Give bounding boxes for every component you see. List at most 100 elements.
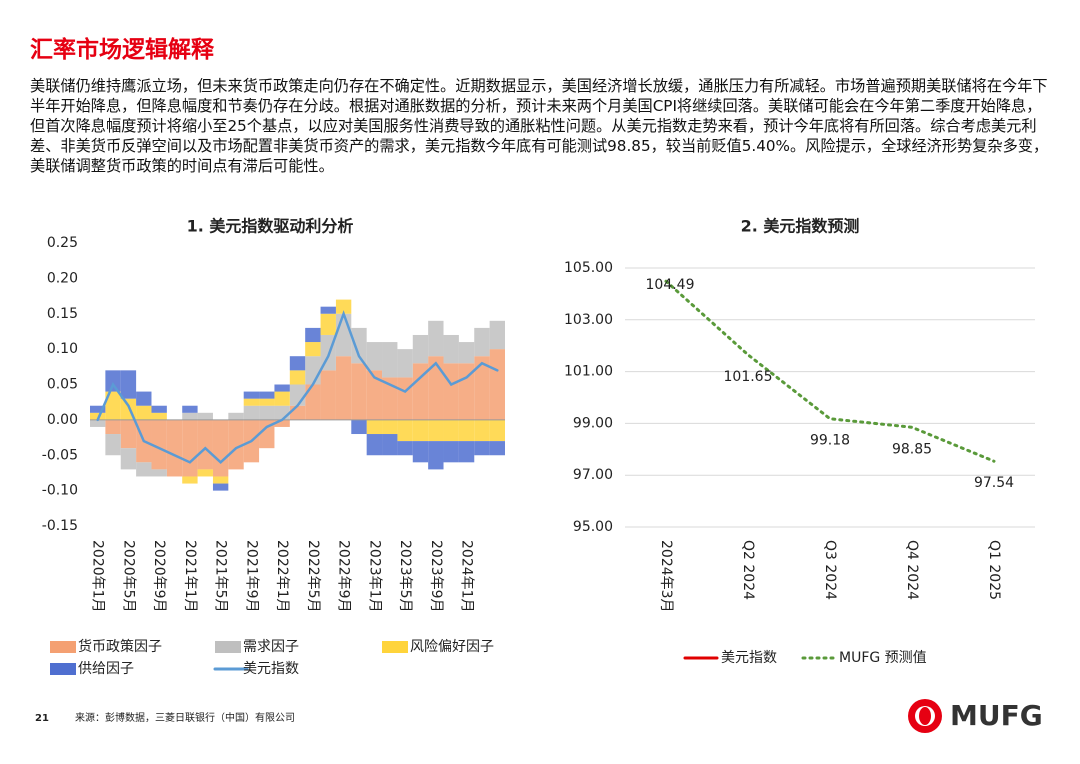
x-tick-label: 2023年5月 <box>397 540 413 613</box>
bar-segment <box>412 419 429 442</box>
bar-segment <box>412 441 429 463</box>
bar-segment <box>289 356 306 371</box>
bar-segment <box>105 391 121 420</box>
bar-segment <box>366 434 383 456</box>
bar-segment <box>305 342 321 357</box>
data-label: 101.65 <box>724 369 773 385</box>
legend-label: 美元指数 <box>243 661 299 677</box>
bar-segment <box>136 391 152 406</box>
bar-segment <box>90 412 106 420</box>
bar-segment <box>151 419 167 470</box>
x-tick-label: 2020年1月 <box>90 540 106 613</box>
y-tick-label: 0.00 <box>47 412 78 428</box>
bar-segment <box>90 419 106 427</box>
series-line <box>96 310 499 465</box>
series-line <box>664 279 996 463</box>
bar-segment <box>274 391 290 406</box>
bar-segment <box>105 434 121 456</box>
bar-segment <box>489 441 505 456</box>
bar-segment <box>120 370 137 399</box>
x-tick-label: 2022年5月 <box>305 540 321 613</box>
legend-swatch <box>382 641 408 653</box>
bar-segment <box>412 334 429 364</box>
bar-segment <box>382 434 398 456</box>
bar-segment <box>151 405 167 413</box>
x-tick-label: 2021年5月 <box>213 540 229 613</box>
x-tick-label: 2020年9月 <box>151 540 167 613</box>
legend-label: 风险偏好因子 <box>410 639 494 655</box>
bar-segment <box>351 363 367 420</box>
y-tick-label: -0.10 <box>42 483 78 499</box>
bar-segment <box>120 448 137 470</box>
bar-segment <box>351 327 367 364</box>
bar-segment <box>243 391 260 399</box>
bar-segment <box>182 476 198 484</box>
logo-mark <box>919 707 931 725</box>
bar-segment <box>228 419 244 470</box>
x-tick-label: 2020年5月 <box>120 540 136 613</box>
legend-swatch <box>215 641 241 653</box>
bar-segment <box>443 363 459 420</box>
bar-segment <box>458 419 475 442</box>
y-tick-label: 0.25 <box>47 235 78 251</box>
bar-segment <box>182 419 198 477</box>
bar-segment <box>105 370 121 392</box>
bar-segment <box>366 342 383 371</box>
bar-segment <box>243 398 260 406</box>
bar-segment <box>443 419 459 442</box>
bar-segment <box>182 405 198 413</box>
bar-segment <box>289 370 306 385</box>
bar-segment <box>428 441 444 470</box>
y-tick-label: 99.00 <box>573 415 613 431</box>
bar-segment <box>136 462 152 477</box>
legend-label: 美元指数 <box>721 650 777 666</box>
bar-segment <box>428 356 444 420</box>
y-tick-label: 105.00 <box>564 260 613 276</box>
bar-segment <box>166 419 183 477</box>
y-tick-label: 0.15 <box>47 306 78 322</box>
body-text: 美联储仍维持鹰派立场，但未来货币政策走向仍存在不确定性。近期数据显示，美国经济增… <box>30 77 1049 175</box>
bar-segment <box>90 405 106 413</box>
bar-segment <box>105 419 121 435</box>
bar-segment <box>351 419 367 435</box>
bar-segment <box>212 483 229 491</box>
chart-title: 1. 美元指数驱动利分析 <box>187 217 354 236</box>
bar-segment <box>305 356 321 385</box>
bar-segment <box>397 441 413 456</box>
bar-segment <box>305 327 321 343</box>
bar-segment <box>197 412 213 420</box>
x-tick-label: 2022年9月 <box>336 540 352 613</box>
bar-segment <box>382 342 398 378</box>
bar-segment <box>197 419 213 470</box>
bar-segment <box>151 412 167 420</box>
data-label: 104.49 <box>646 277 695 293</box>
legend-swatch <box>50 641 76 653</box>
legend-label: MUFG 预测值 <box>839 650 927 666</box>
y-tick-label: 101.00 <box>564 364 613 380</box>
bar-segment <box>259 419 275 449</box>
logo-text: MUFG <box>950 699 1043 732</box>
bar-segment <box>428 419 444 442</box>
bar-segment <box>228 412 244 420</box>
bar-segment <box>443 441 459 463</box>
bar-segment <box>489 320 505 350</box>
bar-segment <box>259 391 275 399</box>
x-tick-label: Q2 2024 <box>740 540 756 600</box>
bar-segment <box>443 334 459 364</box>
x-tick-label: 2023年1月 <box>366 540 382 613</box>
bar-segment <box>335 356 352 420</box>
bar-segment <box>458 441 475 463</box>
x-tick-label: 2022年1月 <box>274 540 290 613</box>
bar-segment <box>474 356 490 420</box>
x-tick-label: 2023年9月 <box>428 540 444 613</box>
y-tick-label: 95.00 <box>573 519 613 535</box>
bar-segment <box>474 419 490 442</box>
bar-segment <box>274 384 290 392</box>
bar-segment <box>489 349 505 420</box>
y-tick-label: -0.15 <box>42 518 78 534</box>
bar-segment <box>366 370 383 420</box>
x-tick-label: Q4 2024 <box>904 540 920 600</box>
data-label: 97.54 <box>974 475 1014 491</box>
bar-segment <box>474 327 490 357</box>
